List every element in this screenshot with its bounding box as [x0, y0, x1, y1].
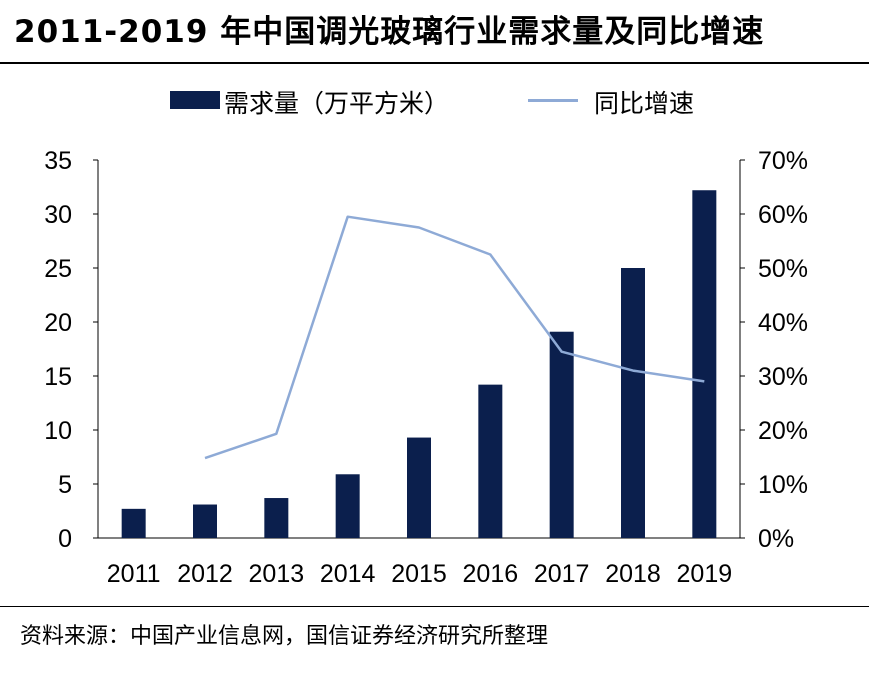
legend-label-line: 同比增速	[594, 89, 695, 118]
bar-2018	[621, 268, 645, 538]
bar-2014	[335, 474, 360, 538]
y-right-tick-label: 30%	[758, 363, 808, 391]
y-right-tick-label: 20%	[758, 417, 808, 445]
y-left-tick-label: 0	[58, 525, 72, 553]
bar-2016	[478, 384, 503, 538]
bar-2013	[264, 498, 289, 538]
chart-title: 2011-2019 年中国调光玻璃行业需求量及同比增速	[14, 14, 765, 50]
legend-label-bar: 需求量（万平方米）	[224, 89, 450, 118]
y-left-tick-label: 5	[58, 471, 72, 499]
chart-plot: 0 5 10 15 20 25 30 35 0% 10% 20% 30% 40% 50% 60% 70% 201…	[44, 147, 808, 588]
legend-swatch-line	[528, 99, 578, 102]
legend: 需求量（万平方米） 同比增速	[0, 78, 869, 122]
y-right-tick-label: 0%	[758, 525, 794, 553]
source-note: 资料来源：中国产业信息网，国信证券经济研究所整理	[20, 624, 549, 649]
bar-2019	[692, 190, 717, 539]
y-left-tick-label: 25	[44, 255, 72, 283]
x-tick-label: 2012	[177, 560, 233, 588]
bar-2015	[407, 437, 431, 538]
y-right-tick-label: 50%	[758, 255, 808, 283]
y-left-tick-label: 30	[44, 201, 72, 229]
y-left-tick-label: 15	[44, 363, 72, 391]
legend-swatch-bar	[170, 91, 220, 109]
source-divider	[0, 606, 869, 607]
y-right-tick-label: 10%	[758, 471, 808, 499]
growth-rate-line	[204, 215, 705, 460]
x-tick-label: 2014	[320, 560, 376, 588]
x-tick-label: 2019	[677, 560, 733, 588]
x-tick-label: 2015	[391, 560, 447, 588]
y-left-tick-label: 10	[44, 417, 72, 445]
bar-2012	[193, 504, 217, 538]
bar-2017	[549, 331, 574, 538]
title-divider	[0, 62, 869, 64]
x-tick-label: 2017	[534, 560, 590, 588]
y-right-tick-label: 60%	[758, 201, 808, 229]
x-tick-label: 2016	[463, 560, 519, 588]
y-left-tick-label: 20	[44, 309, 72, 337]
x-tick-label: 2013	[249, 560, 305, 588]
bar-2011	[121, 508, 146, 538]
x-tick-label: 2011	[107, 560, 161, 588]
x-tick-label: 2018	[605, 560, 661, 588]
y-left-tick-label: 35	[44, 147, 72, 175]
y-right-tick-label: 70%	[758, 147, 808, 175]
y-right-tick-label: 40%	[758, 309, 808, 337]
